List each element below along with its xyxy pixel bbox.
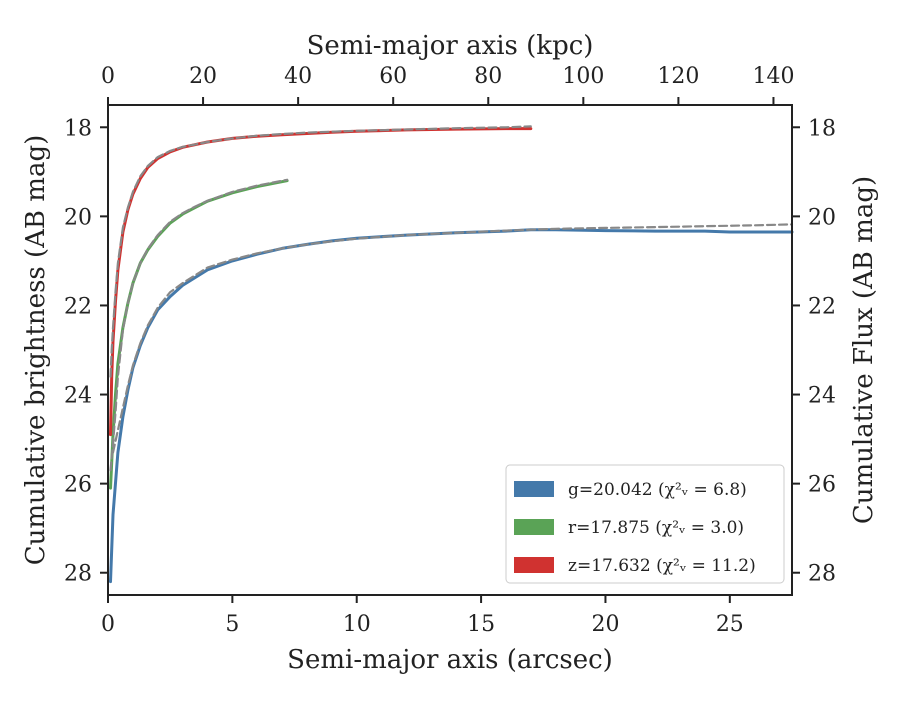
y2-tick-label: 28 [808, 562, 836, 587]
y2-tick-label: 20 [808, 205, 836, 230]
x-tick-label: 5 [225, 612, 239, 637]
legend-box [505, 464, 785, 584]
legend: g=20.042 (χ²ᵥ = 6.8) r=17.875 (χ²ᵥ = 3.0)… [505, 464, 785, 584]
series-layer [109, 125, 794, 584]
x-tick-label: 20 [591, 612, 619, 637]
x2-tick-label: 40 [284, 64, 312, 89]
x2-tick-label: 80 [474, 64, 502, 89]
y2-tick-label: 22 [808, 294, 836, 319]
y-tick-label: 22 [64, 294, 92, 319]
x-tick-label: 25 [716, 612, 744, 637]
x-axis-title: Semi-major axis (arcsec) [287, 645, 613, 675]
legend-swatch-z [514, 557, 554, 573]
legend-swatch-r [514, 519, 554, 535]
y-tick-label: 28 [64, 562, 92, 587]
y-tick-label: 20 [64, 205, 92, 230]
x2-tick-label: 140 [752, 64, 794, 89]
legend-swatch-g [514, 481, 554, 497]
axis-layer: 0 5 10 15 20 25 0 20 40 60 80 100 120 140 18 18 20 20 22 22… [64, 64, 836, 637]
series-line-r_model [109, 178, 289, 472]
x2-tick-label: 120 [657, 64, 699, 89]
x2-tick-label: 60 [379, 64, 407, 89]
series-line-r [109, 179, 289, 490]
x2-tick-label: 100 [562, 64, 604, 89]
x-tick-label: 10 [343, 612, 371, 637]
y2-tick-label: 18 [808, 116, 836, 141]
y2-axis-title: Cumulative Flux (AB mag) [849, 176, 879, 524]
x2-tick-label: 0 [101, 64, 115, 89]
y2-tick-label: 26 [808, 473, 836, 498]
x2-axis-title: Semi-major axis (kpc) [307, 31, 594, 61]
plot-frame [107, 104, 793, 596]
y-tick-label: 18 [64, 116, 92, 141]
x2-tick-label: 20 [189, 64, 217, 89]
x-tick-label: 15 [467, 612, 495, 637]
y2-tick-label: 24 [808, 384, 836, 409]
y-axis-title: Cumulative brightness (AB mag) [21, 135, 51, 566]
y-tick-label: 24 [64, 384, 92, 409]
legend-label-g: g=20.042 (χ²ᵥ = 6.8) [568, 480, 747, 500]
x-tick-label: 0 [101, 612, 115, 637]
y-tick-label: 26 [64, 473, 92, 498]
series-line-g_model [111, 223, 794, 454]
legend-label-r: r=17.875 (χ²ᵥ = 3.0) [568, 518, 744, 538]
series-line-z [109, 127, 533, 437]
series-line-z_model [109, 125, 532, 378]
legend-label-z: z=17.632 (χ²ᵥ = 11.2) [568, 556, 756, 576]
